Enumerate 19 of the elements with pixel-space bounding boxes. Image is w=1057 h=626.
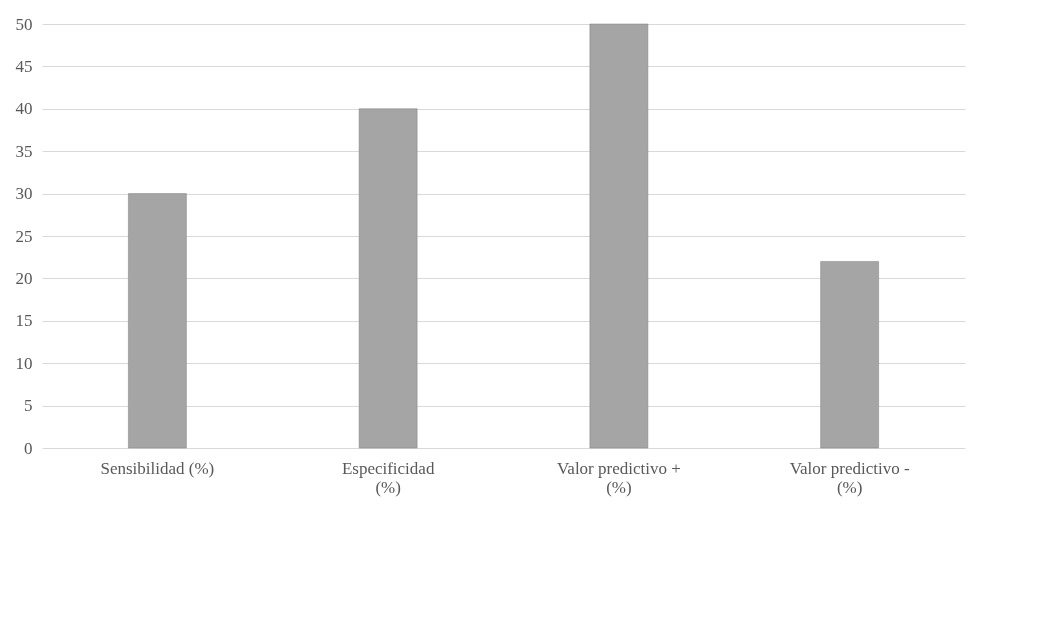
bar: [128, 193, 187, 449]
y-tick-label: 45: [15, 56, 33, 76]
bar: [589, 23, 649, 449]
y-tick-label: 10: [15, 353, 33, 373]
x-tick-label: Valor predictivo + (%): [556, 458, 681, 497]
x-tick-label: Sensibilidad (%): [100, 458, 215, 478]
bar: [358, 108, 418, 449]
y-tick-label: 35: [15, 141, 33, 161]
y-tick-label: 40: [15, 99, 33, 119]
y-tick-label: 25: [15, 226, 33, 246]
y-tick-label: 0: [24, 438, 33, 458]
x-tick-label: Valor predictivo - (%): [789, 458, 910, 497]
y-tick-label: 15: [15, 311, 33, 331]
bar: [820, 261, 879, 449]
y-tick-label: 50: [15, 14, 33, 34]
y-tick-label: 20: [15, 268, 33, 288]
x-tick-label: Especificidad (%): [341, 458, 435, 497]
y-tick-label: 30: [15, 184, 33, 204]
y-tick-label: 5: [24, 396, 33, 416]
